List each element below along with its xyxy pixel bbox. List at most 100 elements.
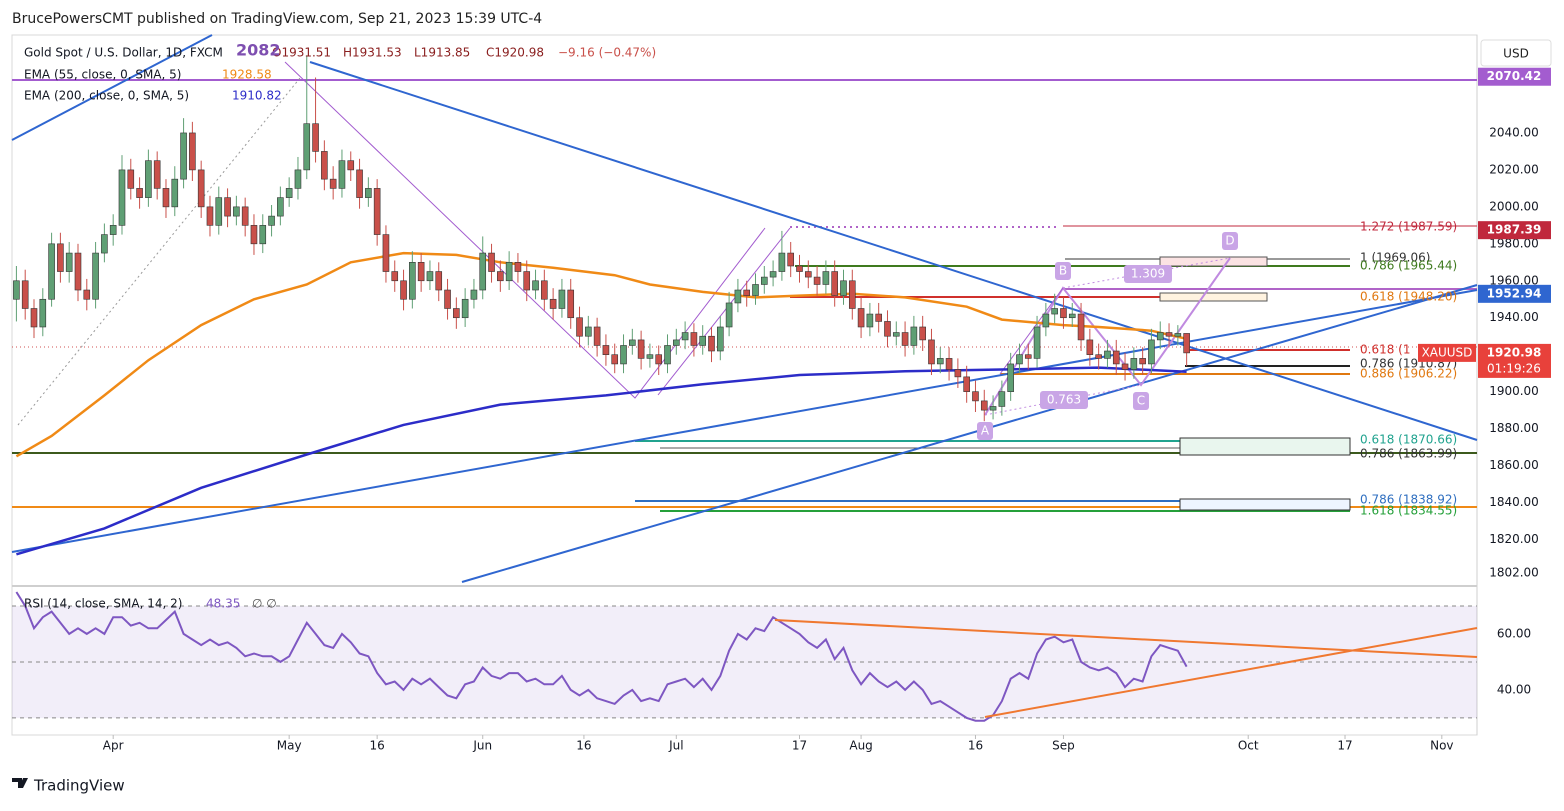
trend-line	[11, 34, 213, 141]
candle-body	[743, 289, 750, 296]
price-tag-label: 1920.98	[1487, 345, 1542, 359]
candle-body	[409, 262, 416, 300]
rsi-trend	[774, 619, 1478, 658]
candle-body	[567, 289, 575, 319]
rsi-title: RSI (14, close, SMA, 14, 2)	[24, 597, 182, 611]
x-tick-label: Nov	[1430, 739, 1453, 753]
candle-body	[294, 169, 302, 189]
candle-body	[769, 271, 777, 278]
candle-body	[1051, 308, 1058, 315]
candle-body	[1165, 332, 1173, 337]
y-tick-label: 1960.00	[1489, 273, 1539, 287]
candle-body	[30, 308, 38, 328]
candle-body	[875, 313, 882, 322]
y-tick-label: 1860.00	[1489, 458, 1539, 472]
rsi-tick-label: 40.00	[1497, 682, 1531, 696]
rsi-extra: ∅ ∅	[252, 597, 277, 611]
publisher: BrucePowersCMT published on TradingView.…	[12, 11, 542, 27]
indicator-name: EMA (55, close, 0, SMA, 5)	[24, 68, 181, 82]
currency-box[interactable]	[1480, 39, 1552, 67]
candle-body	[268, 215, 275, 226]
y-tick-label: 1802.00	[1489, 565, 1539, 579]
candle-body	[1112, 350, 1120, 365]
candle-body	[206, 206, 214, 226]
candle-body	[338, 160, 346, 189]
rsi-band	[12, 605, 1477, 718]
candle-body	[813, 276, 821, 285]
fib-label: 0.886 (1906.22)	[1360, 367, 1457, 381]
candle-body	[1042, 313, 1050, 328]
ema-line	[15, 251, 1187, 458]
price-tag	[1478, 284, 1551, 303]
y-tick-label: 2040.00	[1489, 125, 1539, 139]
candle-body	[778, 252, 786, 272]
candle-body	[21, 280, 29, 309]
pattern-box	[1055, 262, 1071, 280]
candle-body	[497, 271, 504, 282]
candle-body	[1156, 332, 1164, 341]
candle-body	[250, 225, 258, 245]
candle-body	[919, 326, 926, 341]
candle-body	[118, 169, 126, 226]
price-tag-label: 1952.94	[1487, 286, 1542, 300]
pattern-label: A	[981, 424, 990, 438]
candle-body	[505, 262, 513, 282]
candle-body	[479, 252, 487, 291]
candle-body	[435, 271, 443, 291]
zone-box	[1179, 437, 1351, 456]
candle-body	[699, 335, 707, 346]
pattern-line	[984, 384, 1142, 416]
candle-body	[717, 326, 724, 352]
candle-body	[954, 369, 962, 378]
candle-body	[189, 132, 196, 171]
candle-body	[664, 345, 671, 365]
pattern-label: 0.763	[1047, 393, 1081, 407]
y-tick-label: 2020.00	[1489, 162, 1539, 176]
ema-line	[16, 366, 1187, 556]
candle-body	[277, 197, 284, 217]
price-tag	[1478, 343, 1551, 378]
candle-body	[1068, 313, 1076, 319]
candle-body	[1148, 339, 1155, 365]
candle-body	[831, 271, 838, 296]
pattern-box	[977, 422, 993, 440]
fib-label: 0.786 (1838.92)	[1360, 493, 1457, 507]
x-tick-label: Jun	[472, 739, 492, 753]
symbol-tag	[1418, 343, 1476, 362]
pattern-line	[1062, 257, 1231, 289]
y-tick-label: 1820.00	[1489, 532, 1539, 546]
x-tick-label: Jul	[668, 739, 683, 753]
zone-box	[1179, 498, 1351, 511]
candle-body	[576, 317, 583, 337]
pattern-line	[284, 61, 766, 399]
candle-body	[1033, 326, 1041, 359]
candle-body	[1007, 363, 1014, 392]
rsi-value: 48.35	[206, 597, 240, 611]
candle-body	[153, 160, 161, 189]
candle-body	[725, 302, 733, 328]
ohlc-label: L1913.85	[414, 46, 470, 60]
indicator-value: 1910.82	[232, 89, 282, 103]
candle-body	[13, 280, 20, 300]
candle-body	[356, 169, 363, 198]
pattern-box	[1040, 391, 1088, 409]
candle-body	[690, 332, 698, 346]
candle-body	[233, 206, 240, 217]
candle-body	[400, 280, 407, 300]
y-tick-label: 1900.00	[1489, 384, 1539, 398]
x-tick-label: 17	[792, 739, 807, 753]
candle-body	[1104, 350, 1111, 359]
y-tick-label: 2000.00	[1489, 199, 1539, 213]
x-tick-label: 16	[576, 739, 591, 753]
rsi-tick-label: 60.00	[1497, 626, 1531, 640]
candle-body	[65, 252, 73, 272]
candle-body	[840, 280, 847, 296]
candle-body	[901, 332, 909, 346]
candle-body	[417, 262, 425, 282]
candle-body	[1060, 308, 1067, 319]
candle-body	[910, 326, 918, 346]
x-tick-label: May	[277, 739, 302, 753]
pattern-box	[1133, 392, 1149, 410]
candle-body	[629, 339, 636, 346]
